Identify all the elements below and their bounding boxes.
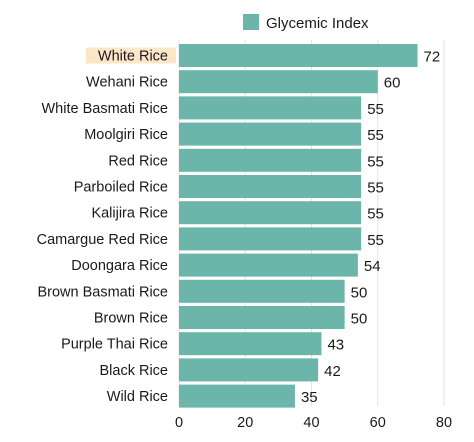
category-labels: White Rice Wehani Rice White Basmati Rice M…	[37, 49, 168, 406]
value-label: 54	[364, 258, 381, 275]
category-label: Wild Rice	[107, 389, 168, 405]
category-label: White Rice	[98, 49, 168, 65]
category-label: Parboiled Rice	[74, 180, 168, 196]
value-label: 55	[367, 232, 384, 249]
category-label: Moolgiri Rice	[84, 127, 168, 143]
bar	[179, 96, 362, 120]
x-tick-label: 0	[175, 415, 183, 431]
value-label: 55	[367, 153, 384, 170]
value-label: 55	[367, 180, 384, 197]
bar	[179, 201, 362, 225]
value-label: 72	[424, 49, 441, 66]
bar	[179, 253, 358, 277]
x-tick-label: 20	[237, 415, 253, 431]
bar	[179, 358, 319, 382]
category-label: White Basmati Rice	[41, 101, 168, 117]
bar	[179, 175, 362, 198]
bar	[179, 122, 362, 146]
x-tick-label: 80	[436, 415, 452, 431]
bar	[179, 227, 362, 251]
value-label: 35	[301, 389, 318, 406]
category-highlight	[86, 47, 176, 64]
value-label: 55	[367, 206, 384, 223]
bar	[179, 384, 295, 408]
x-axis-ticks: 0 20 40 60 80	[175, 415, 452, 431]
value-label: 60	[384, 75, 401, 92]
value-label: 42	[324, 363, 341, 380]
x-tick-label: 40	[303, 415, 319, 431]
category-highlights	[86, 47, 176, 64]
bar	[179, 279, 345, 303]
category-label: Camargue Red Rice	[37, 232, 168, 248]
bar	[179, 148, 362, 172]
category-label: Kalijira Rice	[91, 206, 168, 222]
x-tick-label: 60	[370, 415, 386, 431]
bar	[179, 306, 345, 329]
legend: Glycemic Index	[243, 14, 369, 32]
category-label: Brown Basmati Rice	[37, 284, 168, 300]
bar	[179, 332, 322, 356]
category-label: Purple Thai Rice	[61, 337, 168, 353]
category-label: Black Rice	[100, 363, 169, 379]
value-label: 55	[367, 101, 384, 118]
category-label: Brown Rice	[94, 311, 168, 327]
value-label: 50	[351, 284, 368, 301]
bar	[179, 44, 418, 67]
bars	[179, 44, 418, 408]
legend-swatch	[243, 14, 259, 30]
value-label: 50	[351, 311, 368, 328]
value-label: 55	[367, 127, 384, 144]
category-label: Doongara Rice	[71, 258, 168, 274]
legend-label: Glycemic Index	[266, 15, 369, 32]
value-label: 43	[327, 337, 344, 354]
category-label: Wehani Rice	[86, 75, 168, 91]
bar	[179, 70, 378, 94]
category-label: Red Rice	[108, 153, 168, 169]
